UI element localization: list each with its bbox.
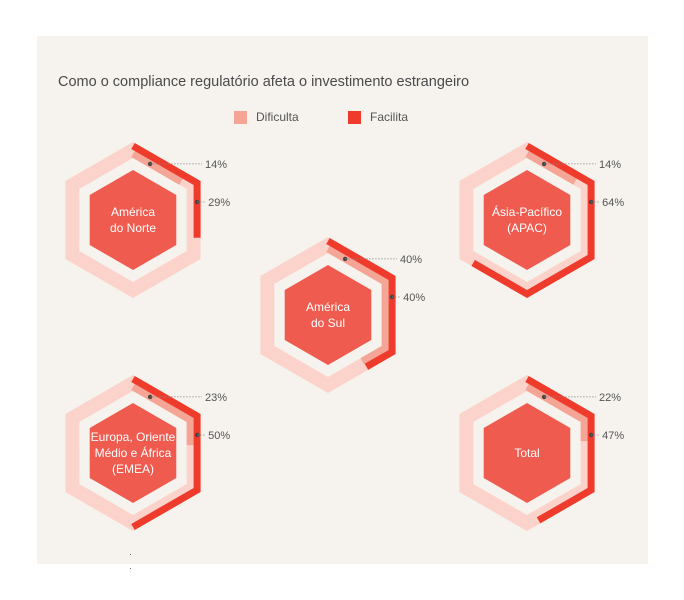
legend-item-facilita: Facilita [348,110,408,124]
region-label-america-do-norte: do Norte [110,221,156,235]
label-dificulta-total: 22% [599,392,621,404]
region-hexagon-total [483,403,571,503]
legend-label-dificulta: Dificulta [256,110,299,124]
bar-facilita-asia-pacifico [471,142,595,299]
bar-facilita-total [525,375,595,524]
region-label-asia-pacifico: Ásia-Pacífico [492,204,562,219]
bar-dificulta-america-do-sul [326,245,389,365]
region-hexagon-america-do-norte [89,170,177,270]
region-hexagon-emea [89,403,177,503]
label-facilita-total: 47% [602,430,624,442]
credit-marks [130,554,132,572]
label-facilita-america-do-norte: 29% [208,197,230,209]
credit-dot [130,554,131,555]
label-facilita-asia-pacifico: 64% [602,197,624,209]
chart-title: Como o compliance regulatório afeta o in… [58,74,470,90]
region-label-america-do-sul: do Sul [311,316,345,330]
label-dificulta-america-do-norte: 14% [205,159,227,171]
bar-dificulta-asia-pacifico [525,150,577,185]
bar-facilita-emea [131,375,201,531]
marker-dificulta-america-do-sul [342,256,348,262]
region-label-america-do-sul: América [306,300,350,314]
legend-swatch-dificulta [234,110,247,124]
legend-swatch-facilita [348,110,361,124]
region-label-total: Total [514,446,539,460]
bar-dificulta-emea [131,383,194,446]
credit-dot [130,568,131,569]
bar-dificulta-america-do-norte [131,150,183,185]
label-dificulta-america-do-sul: 40% [400,254,422,266]
label-facilita-america-do-sul: 40% [403,292,425,304]
track-inner-asia-pacifico [466,149,588,291]
bar-dificulta-total [525,383,588,442]
bar-facilita-america-do-sul [326,237,396,370]
legend-label-facilita: Facilita [370,110,409,124]
region-label-emea: Médio e África [95,445,172,460]
region-label-emea: (EMEA) [112,462,154,476]
region-label-america-do-norte: América [111,205,155,219]
bar-facilita-america-do-norte [131,142,201,238]
region-label-emea: Europa, Oriente [91,430,176,444]
region-hexagon-asia-pacifico [483,170,571,270]
track-inner-america-do-norte [72,149,194,291]
region-label-asia-pacifico: (APAC) [507,221,547,235]
label-dificulta-asia-pacifico: 14% [599,159,621,171]
label-dificulta-emea: 23% [205,392,227,404]
legend-item-dificulta: Dificulta [234,110,299,124]
label-facilita-emea: 50% [208,430,230,442]
region-hexagon-america-do-sul [284,265,372,365]
